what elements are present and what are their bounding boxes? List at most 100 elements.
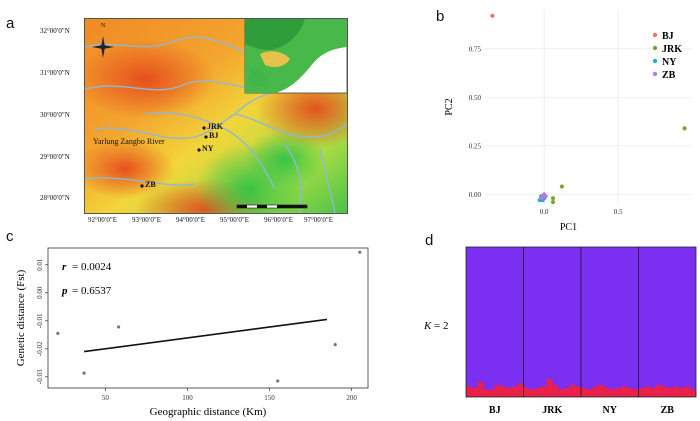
lat-label: 31°00′0″N bbox=[40, 69, 70, 77]
lon-label: 92°00′0″E bbox=[88, 216, 118, 224]
category-label: BJ bbox=[489, 405, 501, 416]
lon-label: 94°00′0″E bbox=[176, 216, 206, 224]
ancestry-bar bbox=[529, 389, 536, 397]
inset-map bbox=[244, 19, 347, 94]
lon-label: 93°00′0″E bbox=[132, 216, 162, 224]
legend-label-bj: BJ bbox=[662, 31, 674, 42]
ancestry-bar bbox=[477, 382, 484, 397]
ancestry-bar bbox=[471, 388, 478, 397]
data-point bbox=[82, 371, 86, 375]
ancestry-bar bbox=[644, 386, 651, 397]
site-label-zb: ZB bbox=[145, 180, 156, 189]
cluster1-background bbox=[466, 247, 696, 397]
data-point bbox=[276, 379, 280, 383]
ancestry-bar bbox=[678, 388, 685, 397]
legend-label-ny: NY bbox=[662, 57, 677, 68]
lon-label: 95°00′0″E bbox=[220, 216, 250, 224]
ancestry-bar bbox=[569, 385, 576, 397]
data-point-ny bbox=[539, 196, 544, 201]
k-value: = 2 bbox=[434, 320, 448, 332]
site-label-jrk: JRK bbox=[207, 122, 223, 131]
data-point-jrk bbox=[682, 126, 687, 131]
ancestry-bar bbox=[506, 388, 513, 397]
site-markers bbox=[140, 126, 208, 188]
data-point bbox=[56, 331, 60, 335]
k-symbol: K bbox=[423, 320, 432, 332]
ancestry-bar bbox=[661, 386, 668, 397]
y-tick-label: 0.25 bbox=[469, 142, 482, 150]
ancestry-bar bbox=[650, 388, 657, 397]
ancestry-bar bbox=[517, 383, 524, 397]
y-tick-label: 0.00 bbox=[36, 286, 44, 299]
panel-label-c: c bbox=[6, 228, 14, 245]
elevation-map: N Yarlung Zangbo River JRK BJ NY ZB bbox=[84, 18, 348, 214]
y-tick-label: -0.02 bbox=[36, 341, 44, 356]
lat-label: 32°00′0″N bbox=[40, 27, 70, 35]
y-tick-label: -0.03 bbox=[36, 369, 44, 384]
y-tick-label: 0.50 bbox=[469, 94, 482, 102]
data-point-zb bbox=[540, 194, 545, 199]
y-tick-label: -0.01 bbox=[36, 313, 44, 328]
lon-label: 96°00′0″E bbox=[264, 216, 294, 224]
data-point-zb bbox=[542, 192, 547, 197]
x-axis-label: PC1 bbox=[560, 222, 577, 233]
ancestry-bar bbox=[627, 388, 634, 397]
x-tick-label: 150 bbox=[264, 394, 275, 402]
lat-label: 28°00′0″N bbox=[40, 194, 70, 202]
legend-marker-jrk bbox=[652, 45, 658, 51]
lat-label: 29°00′0″N bbox=[40, 153, 70, 161]
site-bj-marker bbox=[204, 135, 208, 139]
ancestry-bar bbox=[621, 386, 628, 397]
data-point-jrk bbox=[559, 184, 564, 189]
data-point-jrk bbox=[550, 196, 556, 201]
ancestry-bar bbox=[586, 389, 593, 397]
legend-marker-bj bbox=[652, 32, 658, 38]
site-label-ny: NY bbox=[202, 144, 214, 153]
legend-marker-ny bbox=[652, 58, 658, 64]
ancestry-bar bbox=[638, 388, 645, 397]
site-zb-marker bbox=[140, 184, 144, 188]
ancestry-bar bbox=[546, 379, 553, 397]
data-point bbox=[358, 250, 362, 254]
data-point-zb bbox=[543, 194, 548, 199]
ancestry-bar bbox=[489, 389, 496, 397]
ancestry-bar bbox=[523, 388, 530, 397]
ancestry-bar bbox=[552, 385, 559, 397]
plot-frame bbox=[47, 247, 369, 389]
ancestry-bar bbox=[615, 388, 622, 397]
data-point-ny bbox=[540, 198, 545, 203]
ancestry-bar bbox=[500, 386, 507, 397]
data-point-ny bbox=[537, 198, 542, 203]
ancestry-bar bbox=[667, 388, 674, 397]
x-tick-label: 200 bbox=[346, 394, 357, 402]
category-label: ZB bbox=[661, 405, 675, 416]
site-jrk-marker bbox=[202, 126, 206, 130]
ancestry-bar bbox=[494, 385, 501, 397]
x-tick-label: 0.5 bbox=[614, 208, 623, 216]
lat-label: 30°00′0″N bbox=[40, 111, 70, 119]
ancestry-bar bbox=[535, 388, 542, 397]
y-tick-label: 0.00 bbox=[469, 191, 482, 199]
y-axis-label: Genetic distance (Fst) bbox=[15, 269, 27, 366]
plot-area bbox=[485, 10, 692, 204]
ancestry-bar bbox=[598, 385, 605, 397]
y-axis-label: PC2 bbox=[444, 98, 455, 115]
ancestry-bar bbox=[655, 385, 662, 397]
site-label-bj: BJ bbox=[209, 131, 219, 140]
x-tick-label: 100 bbox=[182, 394, 193, 402]
ancestry-bar bbox=[684, 386, 691, 397]
ancestry-bar bbox=[592, 386, 599, 397]
data-point-jrk bbox=[550, 199, 556, 205]
p-symbol: p bbox=[61, 285, 68, 297]
ancestry-bar bbox=[563, 388, 570, 397]
ancestry-bar bbox=[581, 388, 588, 397]
ancestry-bar bbox=[690, 389, 697, 397]
ancestry-bar bbox=[609, 389, 616, 397]
compass-north-label: N bbox=[101, 23, 106, 29]
ancestry-bar bbox=[540, 386, 547, 397]
panel-label-a: a bbox=[6, 15, 15, 32]
legend-marker-zb bbox=[652, 71, 658, 77]
legend-label-jrk: JRK bbox=[662, 44, 682, 55]
lon-label: 97°00′0″E bbox=[304, 216, 334, 224]
data-point bbox=[333, 343, 337, 347]
